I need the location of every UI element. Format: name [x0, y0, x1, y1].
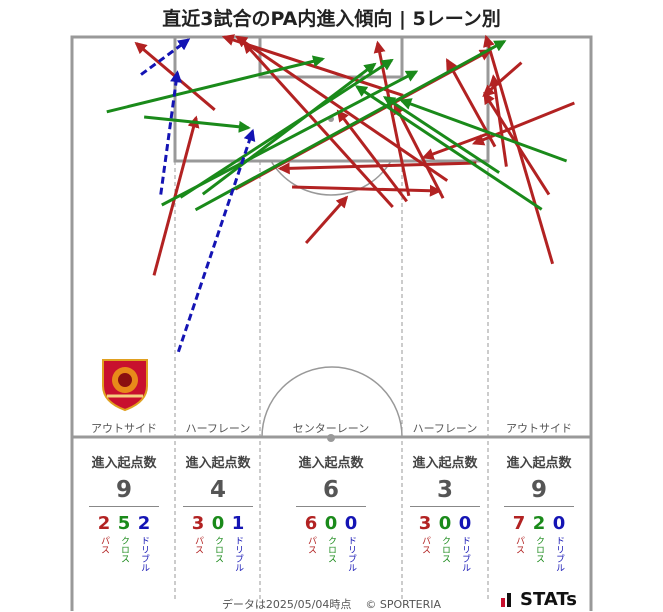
lane-stat-header: 進入起点数	[506, 456, 572, 471]
chart-title: 直近3試合のPA内進入傾向 | 5レーン別	[162, 8, 501, 30]
cross-arrow-24	[161, 70, 419, 207]
lane-stat-breakdown: 2 パス 5 クロス 2 ドリブル	[77, 513, 171, 573]
lane-name-1: アウトサイド	[91, 422, 157, 435]
lane-name-3: センターレーン	[293, 422, 369, 435]
lane-stat-total: 9	[530, 477, 547, 503]
lane-stat-breakdown: 6 パス 0 クロス 0 ドリブル	[262, 513, 400, 573]
cross-label: クロス	[534, 536, 544, 563]
pass-label: パス	[420, 536, 430, 554]
pass-label: パス	[306, 536, 316, 554]
cross-count: 0	[438, 513, 452, 534]
center-circle	[261, 366, 403, 438]
data-date: データは2025/05/04時点	[221, 598, 352, 611]
dribble-label: ドリブル	[554, 536, 564, 572]
cross-arrow-26	[399, 98, 568, 163]
cross-arrow-27	[143, 115, 251, 133]
dribble-label: ドリブル	[139, 536, 149, 572]
lane-stat-total: 9	[115, 477, 132, 503]
lane-stat-header: 進入起点数	[412, 456, 478, 471]
dribble-count: 0	[458, 513, 472, 534]
pass-arrow-15	[488, 74, 508, 167]
pass-count: 7	[512, 513, 526, 534]
lane-stat-3: 進入起点数 6 6 パス 0 クロス 0 ドリブル	[262, 452, 400, 572]
dribble-count: 0	[344, 513, 358, 534]
cross-count: 5	[117, 513, 131, 534]
lane-stat-divider	[296, 506, 366, 507]
cross-arrow-22	[106, 55, 326, 114]
cross-count: 0	[211, 513, 225, 534]
lane-stat-divider	[89, 506, 159, 507]
club-crest-logo	[102, 359, 148, 412]
pitch-lines	[70, 35, 593, 611]
dribble-arrow-29	[159, 70, 183, 195]
lane-stat-header: 進入起点数	[298, 456, 364, 471]
pass-label: パス	[514, 536, 524, 554]
cross-label: クロス	[326, 536, 336, 563]
lane-stat-5: 進入起点数 9 7 パス 2 クロス 0 ドリブル	[492, 452, 586, 572]
pass-count: 3	[418, 513, 432, 534]
stats-logo-icon	[501, 592, 511, 607]
cross-count: 0	[324, 513, 338, 534]
pass-arrow-7	[304, 195, 349, 244]
pass-arrow-4	[235, 35, 449, 182]
cross-arrow-23	[179, 58, 394, 199]
lane-name-4: ハーフレーン	[413, 422, 478, 435]
lane-stat-divider	[183, 506, 253, 507]
copyright: © SPORTERIA	[365, 598, 442, 611]
dribble-arrow-30	[140, 38, 191, 76]
pass-arrow-18	[483, 34, 555, 265]
cross-count: 2	[532, 513, 546, 534]
penalty-arc	[270, 160, 392, 196]
lane-stat-breakdown: 7 パス 2 クロス 0 ドリブル	[492, 513, 586, 573]
lane-stat-divider	[410, 506, 480, 507]
lane-stat-4: 進入起点数 3 3 パス 0 クロス 0 ドリブル	[404, 452, 486, 572]
dribble-count: 0	[552, 513, 566, 534]
dribble-arrow-31	[176, 128, 256, 353]
pass-label: パス	[193, 536, 203, 554]
pass-label: パス	[99, 536, 109, 554]
cross-label: クロス	[440, 536, 450, 563]
cross-arrow-28	[382, 96, 500, 174]
dribble-count: 2	[137, 513, 151, 534]
pass-arrow-6	[242, 41, 394, 209]
dribble-label: ドリブル	[346, 536, 356, 572]
lane-name-5: アウトサイド	[506, 422, 572, 435]
lane-stat-header: 進入起点数	[185, 456, 251, 471]
pass-count: 2	[97, 513, 111, 534]
pass-count: 6	[304, 513, 318, 534]
lane-name-2: ハーフレーン	[186, 422, 251, 435]
lane-stat-2: 進入起点数 4 3 パス 0 クロス 1 ドリブル	[177, 452, 259, 572]
lane-names: アウトサイド ハーフレーン センターレーン ハーフレーン アウトサイド	[91, 422, 572, 435]
pass-arrow-8	[292, 184, 442, 197]
goal-area	[258, 37, 404, 79]
pass-arrow-11	[393, 102, 445, 199]
brand-text: STATs	[520, 589, 577, 610]
cross-arrow-20	[194, 40, 507, 212]
dribble-label: ドリブル	[460, 536, 470, 572]
lane-stat-header: 進入起点数	[91, 456, 157, 471]
cross-arrow-21	[201, 62, 377, 196]
pass-count: 3	[191, 513, 205, 534]
dribble-label: ドリブル	[233, 536, 243, 572]
lane-stat-breakdown: 3 パス 0 クロス 0 ドリブル	[404, 513, 486, 573]
lane-stat-1: 進入起点数 9 2 パス 5 クロス 2 ドリブル	[77, 452, 171, 572]
lane-stat-total: 3	[436, 477, 453, 503]
lane-stat-divider	[504, 506, 574, 507]
arrows-layer	[106, 34, 575, 353]
pass-arrow-12	[277, 161, 477, 175]
brand-logo: STATs	[500, 589, 577, 610]
cross-label: クロス	[119, 536, 129, 563]
footer-credit: データは2025/05/04時点 © SPORTERIA	[0, 596, 663, 612]
lane-stat-total: 4	[209, 477, 226, 503]
lane-stat-total: 6	[322, 477, 339, 503]
pass-arrow-19	[471, 101, 575, 146]
dribble-count: 1	[231, 513, 245, 534]
cross-label: クロス	[213, 536, 223, 563]
pass-arrow-16	[482, 61, 523, 97]
lane-stat-breakdown: 3 パス 0 クロス 1 ドリブル	[177, 513, 259, 573]
